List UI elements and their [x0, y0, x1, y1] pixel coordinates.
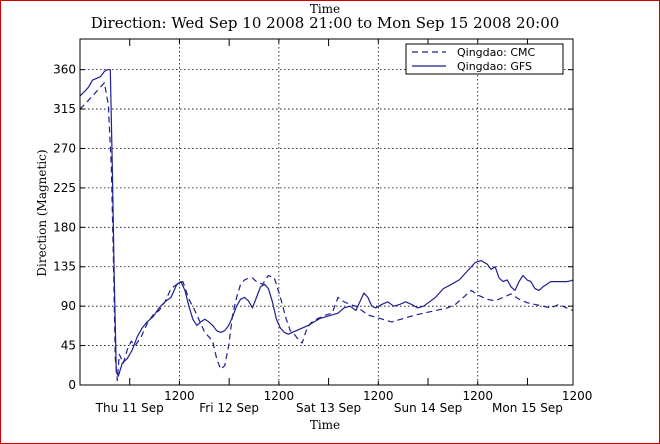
- series-line-cmc: [79, 82, 574, 382]
- x-major-tick-label: Mon 15 Sep: [492, 401, 563, 415]
- x-minor-tick-label: 1200: [264, 389, 295, 403]
- grid-layer: [80, 39, 573, 385]
- x-minor-tick-label: 1200: [462, 389, 493, 403]
- x-major-tick-label: Thu 11 Sep: [95, 401, 164, 415]
- legend-cmc-label: Qingdao: CMC: [457, 46, 535, 59]
- series-layer: [79, 69, 574, 382]
- y-tick-label: 360: [53, 63, 76, 77]
- chart-title: Direction: Wed Sep 10 2008 21:00 to Mon …: [91, 14, 560, 32]
- plot-frame: [79, 38, 574, 386]
- y-tick-label: 315: [53, 102, 76, 116]
- legend: Qingdao: CMC Qingdao: GFS: [405, 43, 564, 75]
- y-tick-label: 225: [53, 181, 76, 195]
- x-major-tick-label: Fri 12 Sep: [199, 401, 259, 415]
- legend-box: [405, 43, 564, 75]
- y-tick-label: 135: [53, 260, 76, 274]
- x-major-tick-label: Sat 13 Sep: [296, 401, 361, 415]
- legend-gfs-label: Qingdao: GFS: [457, 60, 532, 73]
- y-axis-label: Direction (Magnetic): [35, 149, 49, 276]
- y-tick-label: 180: [53, 220, 76, 234]
- y-tick-label: 270: [53, 141, 76, 155]
- y-tick-label: 90: [61, 299, 76, 313]
- axes-layer: [79, 38, 574, 386]
- y-tick-label: 0: [68, 378, 76, 392]
- top-time-label: Time: [310, 2, 340, 16]
- x-minor-tick-label: 1200: [562, 389, 593, 403]
- y-tick-label: 45: [61, 339, 76, 353]
- x-minor-tick-label: 1200: [164, 389, 195, 403]
- tick-layer: 0 45 90 135 180 225 270 315 360 1200 1200 1200 1200 1…: [53, 63, 592, 415]
- series-line-gfs: [79, 69, 574, 377]
- x-major-tick-label: Sun 14 Sep: [394, 401, 462, 415]
- x-axis-label: Time: [310, 418, 340, 432]
- x-minor-tick-label: 1200: [363, 389, 394, 403]
